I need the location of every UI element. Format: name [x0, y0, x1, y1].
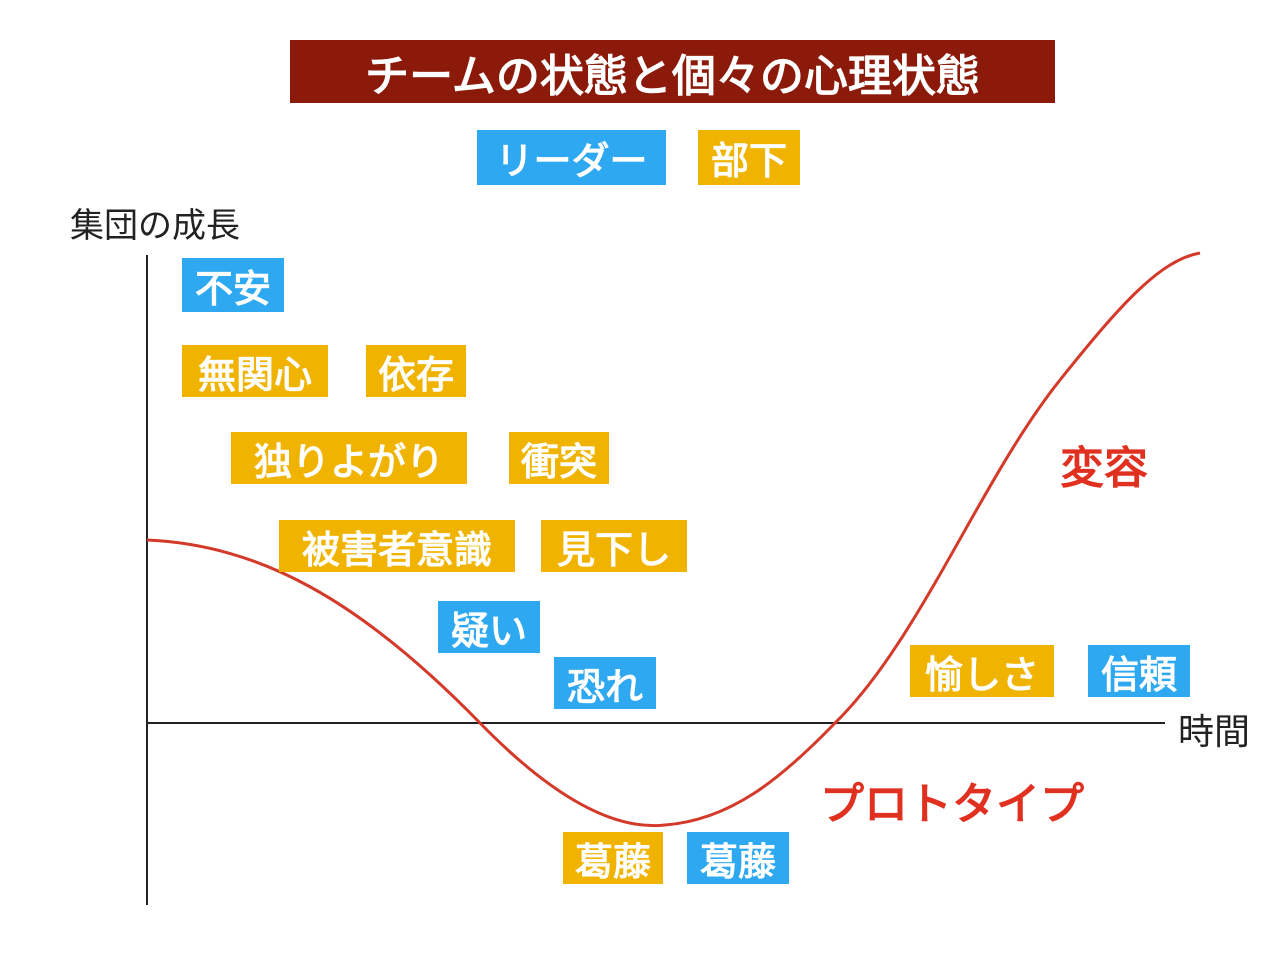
growth-curve: [146, 251, 1201, 828]
legend-item: リーダー: [477, 130, 666, 185]
annotation: 変容: [1060, 443, 1148, 494]
state-label: 無関心: [182, 345, 328, 397]
state-label: 見下し: [541, 520, 687, 572]
legend-item: 部下: [698, 130, 800, 185]
y-axis-label: 集団の成長: [70, 206, 240, 246]
state-label: 信頼: [1088, 645, 1190, 697]
state-label: 恐れ: [554, 657, 656, 709]
state-label: 依存: [366, 345, 466, 397]
state-label: 衝突: [509, 432, 609, 484]
state-label: 葛藤: [687, 832, 789, 884]
state-label: 葛藤: [563, 832, 663, 884]
state-label: 不安: [182, 258, 284, 312]
state-label: 疑い: [438, 601, 540, 653]
title: チームの状態と個々の心理状態: [290, 40, 1055, 103]
state-label: 被害者意識: [279, 520, 515, 572]
state-label: 愉しさ: [910, 645, 1054, 697]
state-label: 独りよがり: [231, 432, 467, 484]
annotation: プロトタイプ: [820, 779, 1084, 830]
x-axis-label: 時間: [1178, 712, 1251, 753]
